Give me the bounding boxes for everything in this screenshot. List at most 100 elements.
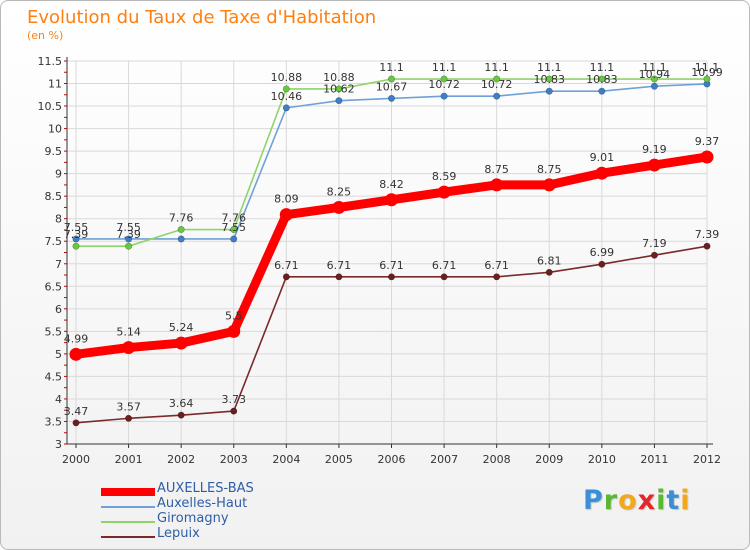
data-point-auxelles-bas	[595, 166, 609, 180]
data-label-auxelles-bas: 5.14	[116, 326, 141, 339]
data-point-giromagny	[72, 242, 80, 250]
data-label-lepuix: 3.57	[116, 400, 141, 413]
data-point-auxelles-haut	[72, 235, 80, 243]
data-label-lepuix: 3.73	[222, 393, 247, 406]
data-point-auxelles-bas	[490, 178, 504, 192]
legend-item-auxelles-bas: AUXELLES-BAS	[101, 481, 361, 500]
data-label-giromagny: 7.39	[116, 228, 141, 241]
data-labels: 3.47 3.57 3.64 3.73 6.71 6.71 6.71 6.71 6.71 6.81…	[64, 61, 723, 418]
legend-item-giromagny: Giromagny	[101, 511, 361, 530]
data-point-giromagny	[282, 85, 290, 93]
data-label-giromagny: 11.1	[695, 61, 720, 74]
data-label-lepuix: 3.47	[64, 405, 89, 418]
x-tick-label: 2012	[693, 453, 721, 466]
data-label-lepuix: 6.71	[274, 259, 299, 272]
legend-label-lepuix: Lepuix	[157, 526, 200, 541]
legend-item-lepuix: Lepuix	[101, 526, 361, 545]
data-label-lepuix: 6.71	[484, 259, 509, 272]
data-label-auxelles-haut: 7.55	[64, 221, 89, 234]
y-tick-label: 10	[48, 123, 62, 136]
data-point-giromagny	[545, 75, 553, 83]
y-tick-label: 4	[55, 393, 62, 406]
data-label-auxelles-haut: 10.99	[691, 66, 723, 79]
data-point-auxelles-haut	[335, 97, 343, 105]
y-tick-label: 9	[55, 168, 62, 181]
legend-swatch-giromagny	[101, 521, 155, 523]
x-tick-label: 2004	[272, 453, 300, 466]
data-label-lepuix: 6.71	[432, 259, 457, 272]
x-tick-label: 2002	[167, 453, 195, 466]
chart-title: Evolution du Taux de Taxe d'Habitation	[27, 7, 377, 28]
data-label-auxelles-bas: 8.42	[379, 178, 404, 191]
x-tick-label: 2001	[115, 453, 143, 466]
data-label-lepuix: 7.19	[642, 237, 667, 250]
data-point-lepuix	[598, 260, 606, 268]
data-point-giromagny	[703, 75, 711, 83]
data-label-lepuix: 3.64	[169, 397, 194, 410]
data-point-auxelles-haut	[440, 92, 448, 100]
y-tick-label: 9.5	[45, 145, 63, 158]
data-label-auxelles-haut: 10.72	[481, 78, 513, 91]
x-tick-label: 2009	[535, 453, 563, 466]
chart-unit-label: (en %)	[27, 29, 64, 42]
data-point-lepuix	[703, 242, 711, 250]
data-label-giromagny: 11.1	[484, 61, 509, 74]
y-tick-label: 5.5	[45, 325, 63, 338]
data-point-lepuix	[545, 268, 553, 276]
legend-label-auxelles-haut: Auxelles-Haut	[157, 496, 248, 511]
data-point-lepuix	[177, 411, 185, 419]
legend-swatch-auxelles-haut	[101, 506, 155, 508]
data-label-lepuix: 6.71	[379, 259, 404, 272]
data-point-auxelles-haut	[125, 235, 133, 243]
data-point-giromagny	[125, 242, 133, 250]
data-point-lepuix	[125, 414, 133, 422]
data-label-auxelles-bas: 4.99	[64, 332, 89, 345]
data-label-giromagny: 11.1	[379, 61, 404, 74]
legend: AUXELLES-BAS Auxelles-Haut Giromagny Lep…	[101, 481, 361, 545]
data-label-giromagny: 11.1	[537, 61, 562, 74]
series-lines	[69, 75, 714, 427]
legend-swatch-lepuix	[101, 536, 155, 538]
x-tick-label: 2000	[62, 453, 90, 466]
data-label-auxelles-bas: 8.75	[537, 163, 562, 176]
data-point-giromagny	[230, 226, 238, 234]
data-point-auxelles-haut	[282, 104, 290, 112]
data-point-lepuix	[72, 419, 80, 427]
data-point-giromagny	[650, 75, 658, 83]
data-point-giromagny	[335, 85, 343, 93]
data-label-auxelles-bas: 8.75	[484, 163, 509, 176]
data-point-auxelles-bas	[69, 347, 83, 361]
data-point-giromagny	[493, 75, 501, 83]
data-point-auxelles-bas	[122, 341, 136, 355]
legend-swatch-auxelles-bas	[101, 488, 155, 496]
data-label-auxelles-haut: 7.55	[222, 221, 247, 234]
x-tick-label: 2011	[640, 453, 668, 466]
y-tick-label: 11.5	[38, 55, 63, 68]
data-label-giromagny: 10.88	[271, 71, 303, 84]
data-point-auxelles-haut	[598, 87, 606, 95]
data-point-lepuix	[282, 273, 290, 281]
x-tick-label: 2010	[588, 453, 616, 466]
data-point-lepuix	[650, 251, 658, 259]
brand-letter: x	[637, 485, 657, 516]
y-tick-label: 3	[55, 438, 62, 451]
y-tick-label: 4.5	[45, 370, 63, 383]
data-point-auxelles-haut	[650, 82, 658, 90]
data-label-auxelles-haut: 10.46	[271, 90, 303, 103]
data-point-auxelles-haut	[177, 235, 185, 243]
x-tick-label: 2006	[378, 453, 406, 466]
data-label-lepuix: 7.39	[695, 228, 720, 241]
data-point-lepuix	[230, 407, 238, 415]
data-label-auxelles-haut: 10.83	[586, 73, 618, 86]
data-label-auxelles-haut: 7.55	[116, 221, 141, 234]
legend-label-giromagny: Giromagny	[157, 511, 229, 526]
data-point-giromagny	[440, 75, 448, 83]
y-tick-label: 8.5	[45, 190, 63, 203]
data-point-lepuix	[440, 273, 448, 281]
data-label-auxelles-bas: 9.37	[695, 135, 720, 148]
data-point-lepuix	[335, 273, 343, 281]
data-label-auxelles-bas: 5.24	[169, 321, 194, 334]
y-tick-label: 10.5	[38, 100, 63, 113]
data-point-lepuix	[387, 273, 395, 281]
